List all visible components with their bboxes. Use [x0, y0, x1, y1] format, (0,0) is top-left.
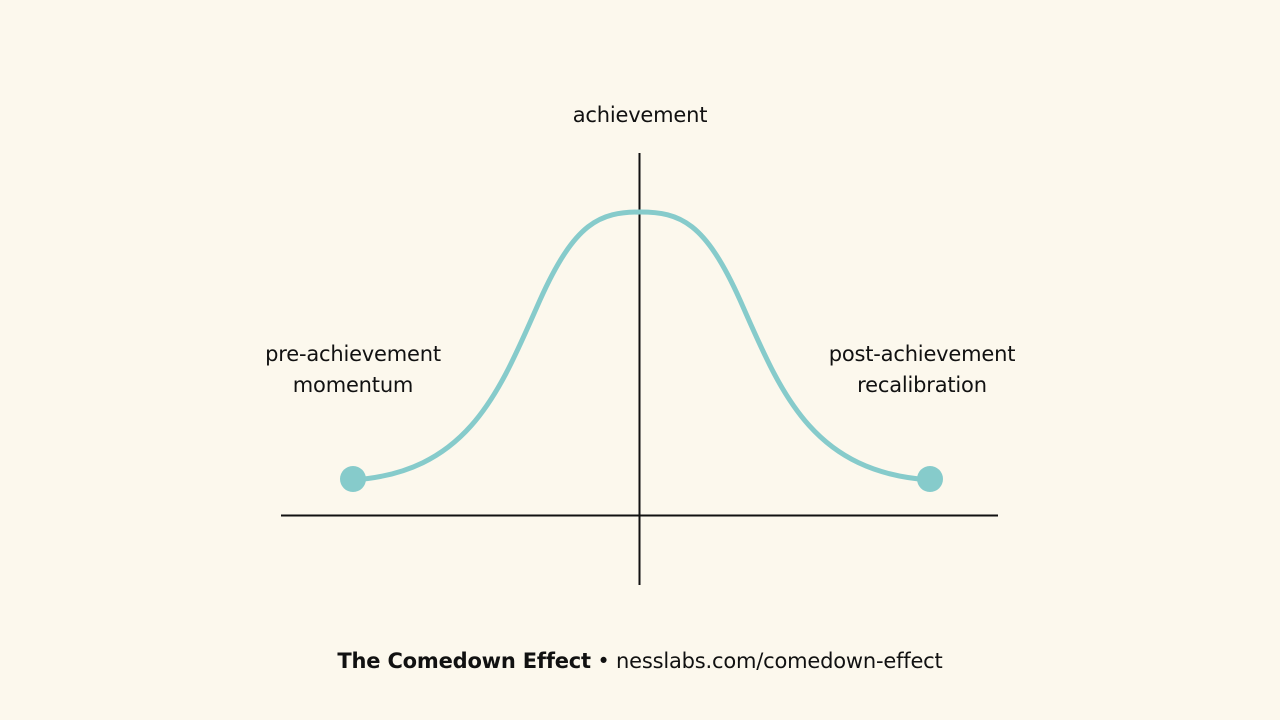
footer-caption: The Comedown Effect • nesslabs.com/comed…: [0, 646, 1280, 677]
pre-achievement-label-line2: momentum: [292, 373, 414, 397]
post-achievement-label: post-achievement recalibration: [812, 339, 1032, 401]
start-point-marker: [340, 466, 366, 492]
achievement-label: achievement: [540, 100, 740, 131]
pre-achievement-label: pre-achievement momentum: [243, 339, 463, 401]
footer-title: The Comedown Effect: [337, 649, 591, 673]
achievement-label-text: achievement: [572, 103, 708, 127]
post-achievement-label-line1: post-achievement: [828, 342, 1016, 366]
pre-achievement-label-line1: pre-achievement: [265, 342, 441, 366]
end-point-marker: [917, 466, 943, 492]
footer-url: nesslabs.com/comedown-effect: [616, 649, 943, 673]
post-achievement-label-line2: recalibration: [857, 373, 987, 397]
bell-curve: [350, 209, 933, 483]
footer-separator: •: [597, 649, 610, 673]
